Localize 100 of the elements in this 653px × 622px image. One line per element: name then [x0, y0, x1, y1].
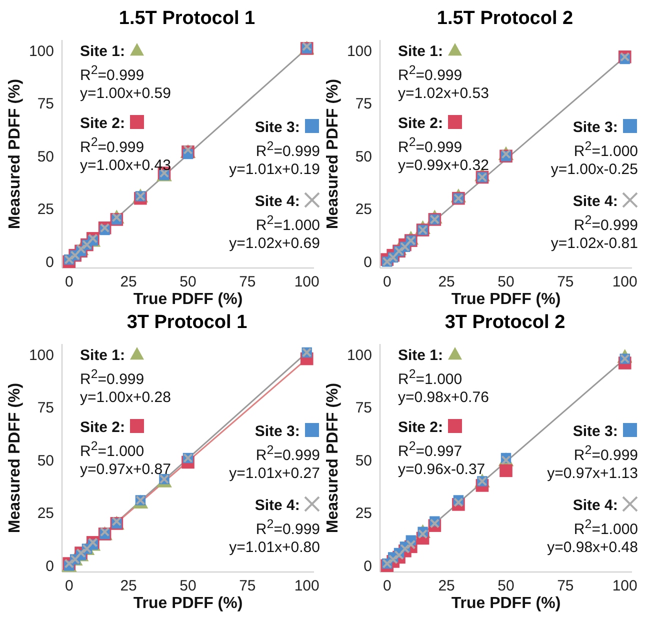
legend-label: Site 4:: [254, 193, 300, 210]
y-tick-label: 0: [46, 558, 54, 575]
annotation: y=0.99x+0.32: [398, 157, 489, 175]
annotation: y=1.00x+0.59: [80, 85, 171, 103]
annotation: R$^{2}$=0.999: [398, 134, 464, 157]
annotation: y=1.00x+0.28: [80, 389, 171, 407]
x-axis-title: True PDFF (%): [133, 595, 243, 612]
y-tick-label: 50: [37, 148, 54, 166]
x-tick-label: 0: [382, 578, 392, 595]
legend-label: Site 3:: [254, 119, 300, 136]
annotation: y=0.97x+0.87: [80, 461, 171, 479]
y-tick-label: 75: [355, 96, 372, 113]
annotation: R$^{2}$=1.000: [80, 438, 146, 461]
y-tick-label: 50: [37, 452, 54, 470]
annotation: R$^{2}$=0.999: [80, 62, 146, 85]
x-tick-label: 50: [498, 578, 514, 595]
annotation: y=1.02x+0.69: [229, 235, 320, 253]
x-tick-label: 75: [239, 578, 256, 595]
y-tick-label: 75: [37, 400, 54, 417]
legend-label: Site 3:: [254, 423, 300, 440]
legend-label: Site 1:: [398, 43, 444, 60]
annotation: y=1.02x-0.81: [550, 235, 638, 253]
y-axis-title: Measured PDFF (%): [324, 382, 342, 534]
point: [76, 244, 86, 254]
x-tick-label: 25: [438, 578, 455, 595]
x-tick-label: 75: [239, 274, 256, 291]
y-tick-label: 100: [28, 346, 54, 364]
legend-label: Site 2:: [398, 419, 444, 436]
point: [500, 464, 512, 478]
annotation: R$^{2}$=0.997: [398, 438, 464, 461]
x-tick-label: 0: [64, 274, 74, 291]
chart-title: 1.5T Protocol 2: [436, 8, 574, 31]
y-tick-label: 75: [355, 400, 372, 417]
legend-label: Site 4:: [572, 193, 618, 210]
annotation: y=0.98x+0.76: [398, 389, 489, 407]
annotation: R$^{2}$=1.000: [572, 516, 638, 539]
legend-label: Site 4:: [254, 497, 300, 514]
annotation: R$^{2}$=0.999: [80, 134, 146, 157]
x-tick-label: 25: [438, 274, 455, 291]
y-tick-label: 50: [355, 452, 372, 470]
y-tick-label: 0: [364, 254, 372, 271]
legend-label: Site 3:: [572, 119, 618, 136]
chart-title: 3T Protocol 2: [444, 312, 566, 335]
y-tick-label: 25: [355, 201, 372, 218]
legend-label: Site 1:: [80, 347, 126, 364]
chart-title: 1.5T Protocol 1: [118, 8, 256, 31]
annotation: y=1.01x+0.27: [229, 465, 320, 483]
annotation: R$^{2}$=0.999: [254, 442, 320, 465]
x-axis-title: True PDFF (%): [133, 291, 243, 308]
y-tick-label: 25: [37, 505, 54, 522]
annotation: R$^{2}$=0.999: [254, 516, 320, 539]
point: [454, 498, 464, 508]
y-tick-label: 50: [355, 148, 372, 166]
annotation: R$^{2}$=1.000: [572, 138, 638, 161]
annotation: y=1.01x+0.19: [229, 161, 320, 179]
annotation: R$^{2}$=1.000: [254, 212, 320, 235]
y-tick-label: 75: [37, 96, 54, 113]
legend-label: Site 2:: [398, 115, 444, 132]
legend-label: Site 3:: [572, 423, 618, 440]
annotation: y=1.01x+0.80: [229, 539, 320, 557]
y-tick-label: 100: [346, 42, 372, 60]
annotation: R$^{2}$=1.000: [398, 366, 464, 389]
legend-label: Site 1:: [80, 43, 126, 60]
y-tick-label: 100: [346, 346, 372, 364]
point: [388, 554, 398, 564]
y-axis-title: Measured PDFF (%): [6, 382, 24, 534]
legend-label: Site 2:: [80, 419, 126, 436]
annotation: y=0.96x-0.37: [398, 461, 486, 479]
annotation: R$^{2}$=0.999: [254, 138, 320, 161]
annotation: R$^{2}$=0.999: [572, 442, 638, 465]
annotation: y=1.00x+0.43: [80, 157, 171, 175]
annotation: y=1.02x+0.53: [398, 85, 489, 103]
x-axis-title: True PDFF (%): [451, 291, 561, 308]
x-tick-label: 0: [382, 274, 392, 291]
legend-label: Site 1:: [398, 347, 444, 364]
chart-title: 3T Protocol 1: [126, 312, 248, 335]
y-tick-label: 25: [37, 201, 54, 218]
annotation: y=0.98x+0.48: [547, 539, 638, 557]
x-tick-label: 50: [498, 274, 514, 291]
y-tick-label: 0: [364, 558, 372, 575]
x-tick-label: 75: [557, 578, 574, 595]
x-tick-label: 0: [64, 578, 74, 595]
x-tick-label: 100: [612, 578, 638, 595]
x-tick-label: 75: [557, 274, 574, 291]
legend-label: Site 4:: [572, 497, 618, 514]
y-tick-label: 25: [355, 505, 372, 522]
y-tick-label: 0: [46, 254, 54, 271]
annotation: R$^{2}$=0.999: [398, 62, 464, 85]
x-tick-label: 100: [294, 274, 320, 291]
y-tick-label: 100: [28, 42, 54, 60]
annotation: R$^{2}$=0.999: [80, 366, 146, 389]
annotation: R$^{2}$=0.999: [572, 212, 638, 235]
x-tick-label: 25: [120, 578, 137, 595]
point: [100, 527, 110, 537]
x-tick-label: 100: [294, 578, 320, 595]
x-tick-label: 100: [612, 274, 638, 291]
x-tick-label: 50: [180, 578, 196, 595]
y-axis-title: Measured PDFF (%): [324, 78, 342, 230]
y-axis-title: Measured PDFF (%): [6, 78, 24, 230]
legend-label: Site 2:: [80, 115, 126, 132]
